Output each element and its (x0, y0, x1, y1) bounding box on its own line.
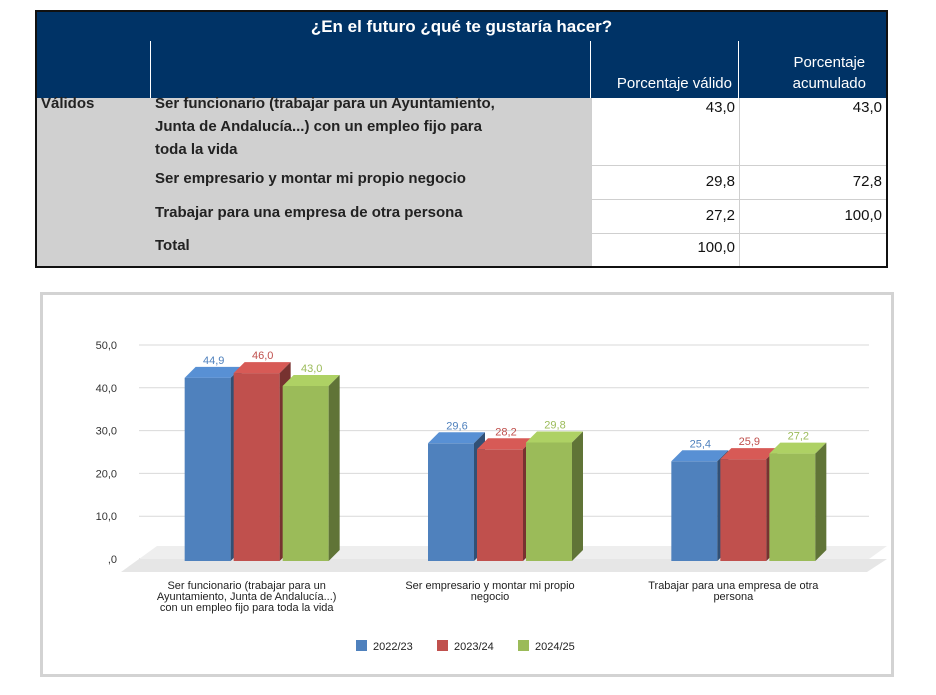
bar (233, 373, 280, 561)
y-tick-label: 40,0 (96, 383, 117, 395)
legend-swatch (518, 640, 529, 651)
bar (184, 377, 231, 561)
row-label-line: Junta de Andalucía...) con un empleo fij… (155, 118, 482, 135)
row-label-funcionario: Ser funcionario (trabajar para un Ayunta… (155, 92, 495, 161)
chart-frame: ,0 10,0 20,0 30,0 40,0 50,0 44,9 46,0 43,0 Ser fu… (40, 292, 894, 677)
bar-top (477, 438, 534, 450)
row-label-empresario: Ser empresario y montar mi propio negoci… (155, 170, 466, 187)
data-label: 25,4 (690, 438, 711, 450)
y-tick-label: 50,0 (96, 340, 117, 352)
x-tick-label: negocio (471, 591, 510, 603)
bar-side (572, 431, 583, 561)
bar (671, 461, 718, 561)
data-label: 27,2 (788, 431, 809, 443)
data-label: 28,2 (495, 426, 516, 438)
bar-top (184, 366, 242, 378)
bar (428, 443, 474, 561)
header-valid-label: Porcentaje válido (616, 75, 732, 92)
bar-top (233, 362, 291, 374)
bar (720, 459, 767, 561)
x-tick-label: persona (713, 591, 754, 603)
legend-label: 2023/24 (454, 641, 494, 653)
bar (282, 385, 329, 561)
legend-label: 2022/23 (373, 641, 413, 653)
bar-top (282, 374, 340, 386)
bar (769, 453, 816, 561)
cell-valid-0: 43,0 (591, 98, 739, 166)
header-blank-2 (151, 41, 591, 98)
y-tick-label: 30,0 (96, 426, 117, 438)
x-tick-label: Ayuntamiento, Junta de Andalucía...) (157, 591, 337, 603)
y-tick-label: ,0 (108, 554, 117, 566)
data-label: 46,0 (252, 350, 273, 362)
data-label: 29,8 (544, 419, 565, 431)
cell-cumulative-3 (739, 234, 886, 266)
bar-top (671, 450, 729, 462)
group-label-validos: Válidos (41, 95, 95, 112)
legend-swatch (437, 640, 448, 651)
y-tick-label: 10,0 (96, 511, 117, 523)
row-label-empresa-otra: Trabajar para una empresa de otra person… (155, 204, 463, 221)
cell-valid-1: 29,8 (591, 166, 739, 200)
cell-valid-2: 27,2 (591, 200, 739, 234)
bar-side (815, 442, 827, 561)
cell-cumulative-0: 43,0 (739, 98, 886, 166)
bar-top (720, 448, 778, 460)
bar (477, 449, 523, 561)
header-cumulative-percent: Porcentaje acumulado (739, 41, 886, 98)
x-tick-label: Ser funcionario (trabajar para un (167, 580, 325, 592)
bar-side (328, 374, 340, 561)
bar-top (428, 432, 485, 444)
cell-cumulative-1: 72,8 (739, 166, 886, 200)
data-label: 25,9 (739, 436, 760, 448)
header-cumulative-line1: Porcentaje (793, 54, 866, 71)
cell-cumulative-2: 100,0 (739, 200, 886, 234)
cell-valid-3: 100,0 (591, 234, 739, 266)
data-label: 43,0 (301, 363, 322, 375)
x-tick-label: con un empleo fijo para toda la vida (160, 602, 335, 614)
x-tick-label: Ser empresario y montar mi propio (405, 580, 574, 592)
header-blank-1 (37, 41, 151, 98)
x-tick-label: Trabajar para una empresa de otra (648, 580, 819, 592)
header-cumulative-line2: acumulado (792, 75, 866, 92)
row-label-total: Total (155, 237, 190, 254)
bar-top (526, 431, 583, 443)
row-label-line: toda la vida (155, 141, 238, 158)
data-label: 29,6 (446, 420, 467, 432)
row-label-area (37, 98, 591, 266)
bar (526, 442, 572, 561)
table-title: ¿En el futuro ¿qué te gustaría hacer? (37, 12, 886, 41)
bar-chart: ,0 10,0 20,0 30,0 40,0 50,0 44,9 46,0 43,0 Ser fu… (96, 340, 887, 653)
row-label-line: Ser funcionario (trabajar para un Ayunta… (155, 95, 495, 112)
frequency-table: ¿En el futuro ¿qué te gustaría hacer? Po… (35, 10, 888, 268)
header-valid-percent: Porcentaje válido (591, 41, 739, 98)
y-tick-label: 20,0 (96, 468, 117, 480)
legend-label: 2024/25 (535, 641, 575, 653)
chart-floor (121, 559, 887, 572)
bar-top (769, 442, 827, 454)
legend-swatch (356, 640, 367, 651)
data-label: 44,9 (203, 355, 224, 367)
